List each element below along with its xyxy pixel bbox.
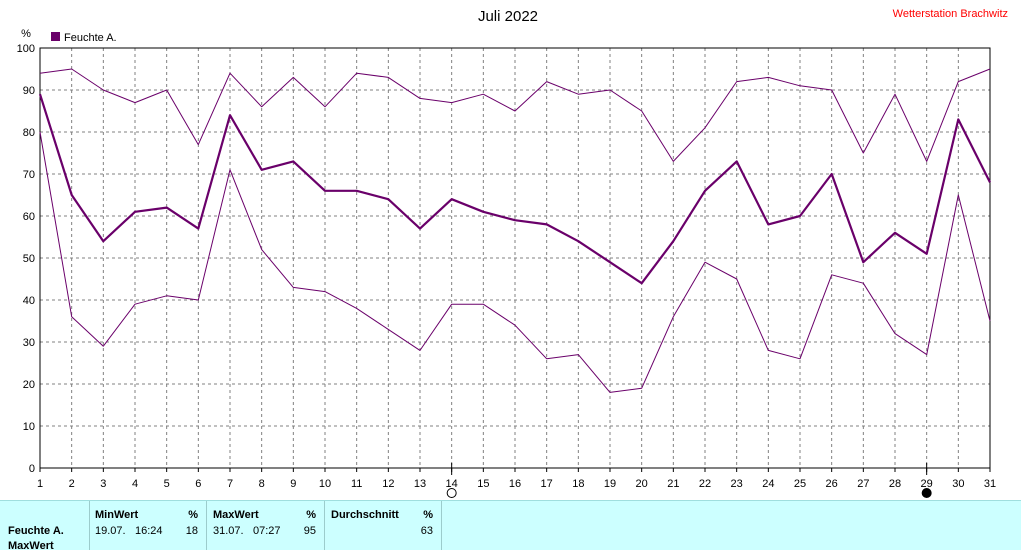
- x-tick-label: 8: [259, 478, 265, 490]
- x-tick-label: 28: [889, 478, 901, 490]
- chart-title: Juli 2022: [478, 8, 538, 25]
- x-tick-label: 9: [290, 478, 296, 490]
- station-name: Wetterstation Brachwitz: [893, 8, 1008, 20]
- y-tick-label: 0: [29, 463, 35, 475]
- stats-footer: Feuchte A. MaxWert MinWert % 19.07. 16:2…: [0, 500, 1021, 552]
- y-axis-ticks: 0 10 20 30 40 50 60 70 80 90 100: [17, 43, 35, 475]
- y-tick-label: 50: [23, 253, 35, 265]
- avg-unit: %: [423, 509, 433, 521]
- grid: [40, 48, 990, 468]
- x-tick-label: 13: [414, 478, 426, 490]
- x-tick-label: 31: [984, 478, 996, 490]
- legend-swatch: [51, 32, 60, 41]
- x-tick-label: 15: [477, 478, 489, 490]
- max-value: 95: [303, 525, 316, 537]
- x-tick-label: 26: [826, 478, 838, 490]
- max-date: 31.07.: [213, 525, 244, 537]
- footer-avg-col: Durchschnitt % 63: [325, 501, 442, 550]
- legend-label: Feuchte A.: [64, 32, 117, 44]
- y-tick-label: 100: [17, 43, 35, 55]
- x-tick-label: 16: [509, 478, 521, 490]
- avg-header: Durchschnitt: [331, 509, 399, 521]
- min-unit: %: [188, 509, 198, 521]
- min-header: MinWert: [95, 509, 139, 521]
- x-tick-label: 19: [604, 478, 616, 490]
- series-line-avg: [38, 93, 991, 285]
- moon-markers: [446, 463, 932, 498]
- x-tick-label: 14: [446, 478, 458, 490]
- new-moon-icon: [921, 488, 932, 498]
- footer-label-col: Feuchte A. MaxWert: [0, 501, 90, 552]
- max-header: MaxWert: [213, 509, 259, 521]
- x-tick-label: 6: [195, 478, 201, 490]
- x-tick-label: 5: [164, 478, 170, 490]
- footer-min-col: MinWert % 19.07. 16:24 18: [89, 501, 207, 550]
- x-tick-label: 4: [132, 478, 138, 490]
- humidity-chart: Juli 2022 Wetterstation Brachwitz % Feuc…: [17, 8, 1008, 498]
- footer-row-label2: MaxWert: [8, 540, 54, 552]
- x-tick-label: 12: [382, 478, 394, 490]
- series-line-max: [39, 68, 991, 162]
- max-time: 07:27: [253, 525, 281, 537]
- x-tick-label: 10: [319, 478, 331, 490]
- full-moon-icon: [446, 488, 457, 498]
- x-tick-label: 23: [731, 478, 743, 490]
- min-value: 18: [185, 525, 198, 537]
- max-unit: %: [306, 509, 316, 521]
- y-tick-label: 70: [23, 169, 35, 181]
- y-tick-label: 90: [23, 85, 35, 97]
- x-tick-label: 7: [227, 478, 233, 490]
- x-tick-label: 22: [699, 478, 711, 490]
- min-date: 19.07.: [95, 525, 126, 537]
- x-tick-label: 17: [541, 478, 553, 490]
- x-tick-label: 3: [100, 478, 106, 490]
- y-unit-label: %: [21, 28, 31, 40]
- footer-row-label: Feuchte A.: [8, 525, 64, 537]
- x-tick-label: 20: [636, 478, 648, 490]
- y-tick-label: 20: [23, 379, 35, 391]
- x-tick-label: 2: [69, 478, 75, 490]
- x-axis-ticks: 1 2 3 4 5 6 7 8 9 10 11 12 13 14 15 16 17 18 19 20 21 22 23 24 2…: [37, 468, 996, 490]
- x-tick-label: 25: [794, 478, 806, 490]
- x-tick-label: 29: [921, 478, 933, 490]
- x-tick-label: 18: [572, 478, 584, 490]
- x-tick-label: 30: [952, 478, 964, 490]
- series-lines: [38, 68, 991, 393]
- avg-value: 63: [420, 525, 433, 537]
- series-line-min: [39, 131, 991, 393]
- y-tick-label: 80: [23, 127, 35, 139]
- x-tick-label: 1: [37, 478, 43, 490]
- footer-max-col: MaxWert % 31.07. 07:27 95: [207, 501, 325, 550]
- min-time: 16:24: [135, 525, 163, 537]
- y-tick-label: 60: [23, 211, 35, 223]
- y-tick-label: 10: [23, 421, 35, 433]
- y-tick-label: 30: [23, 337, 35, 349]
- y-tick-label: 40: [23, 295, 35, 307]
- x-tick-label: 21: [667, 478, 679, 490]
- x-tick-label: 27: [857, 478, 869, 490]
- x-tick-label: 11: [351, 478, 362, 490]
- x-tick-label: 24: [762, 478, 774, 490]
